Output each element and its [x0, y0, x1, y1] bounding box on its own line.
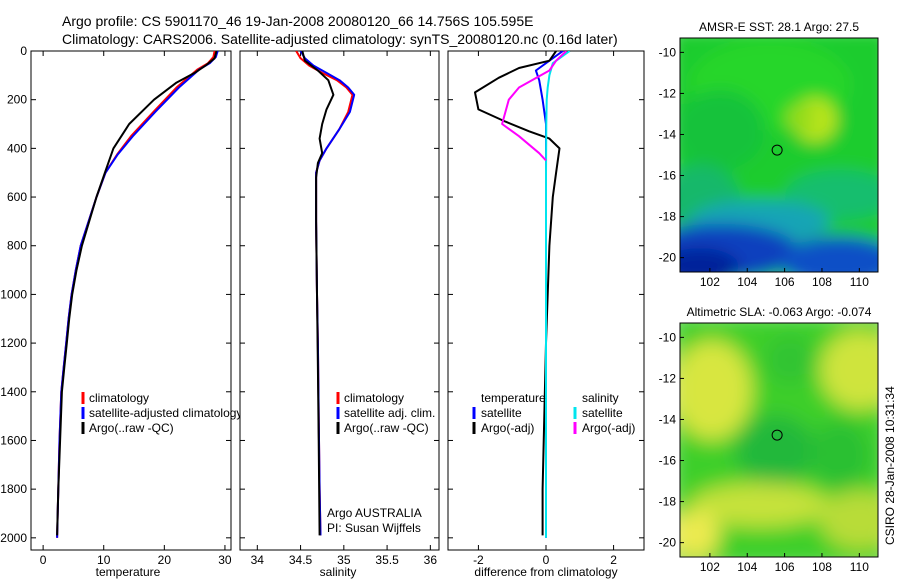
x-tick-label: 2 [610, 553, 617, 567]
salinity-annotation-line1: Argo AUSTRALIA [327, 506, 422, 520]
difference-panel: -2 0 2 difference from climatology tempera… [447, 50, 645, 579]
map-y-tick-label: -14 [659, 127, 677, 141]
x-tick-label: 30 [218, 553, 232, 567]
salinity-ticks: 34 34.5 35 35.5 36 [240, 50, 439, 567]
sst-map-title: AMSR-E SST: 28.1 Argo: 27.5 [699, 20, 859, 34]
y-tick-label: 800 [7, 239, 27, 253]
difference-lines [474, 51, 571, 538]
map-x-tick-label: 110 [850, 275, 869, 289]
sst-map-marker [771, 144, 783, 156]
map-y-tick-label: -20 [659, 251, 677, 265]
figure-title-line2: Climatology: CARS2006. Satellite-adjuste… [62, 31, 618, 47]
x-tick-label: 0 [543, 553, 550, 567]
x-tick-label: 20 [158, 553, 172, 567]
map-y-tick-label: -12 [659, 86, 677, 100]
sla-map-title: Altimetric SLA: -0.063 Argo: -0.074 [687, 305, 872, 319]
temperature-ticks: 0 10 20 30 0 200 400 600 800 1000 1200 1400 1600 1800… [0, 44, 232, 567]
map-x-tick-label: 102 [700, 560, 720, 574]
y-tick-label: 200 [7, 93, 27, 107]
x-tick-label: 36 [424, 553, 438, 567]
legend-label-satellite: satellite adj. clim. [344, 406, 435, 420]
profile-location-marker [771, 144, 783, 156]
map-y-tick-label: -12 [659, 371, 677, 385]
sla-map-panel: Altimetric SLA: -0.063 Argo: -0.074 102 1… [659, 305, 879, 574]
map-x-tick-label: 102 [700, 275, 720, 289]
temperature-xlabel: temperature [96, 565, 161, 579]
x-tick-label: 34 [251, 553, 265, 567]
legend-label-sal-satellite: satellite [582, 406, 623, 420]
map-y-tick-label: -10 [659, 45, 677, 59]
y-tick-label: 2000 [0, 531, 27, 545]
salinity-axes-frame [239, 50, 440, 551]
y-tick-label: 400 [7, 141, 27, 155]
sla-map-frame [679, 322, 879, 558]
map-x-tick-label: 110 [850, 560, 869, 574]
profile-location-marker [771, 429, 783, 441]
map-x-tick-label: 108 [812, 275, 832, 289]
salinity-annotation-line2: PI: Susan Wijffels [327, 521, 421, 535]
map-y-tick-label: -18 [659, 210, 677, 224]
side-label: CSIRO 28-Jan-2008 10:31:34 [883, 386, 897, 545]
legend-label-satellite: satellite-adjusted climatology [89, 406, 242, 420]
map-y-tick-label: -16 [659, 454, 677, 468]
salinity-xlabel: salinity [320, 565, 357, 579]
x-tick-label: 0 [40, 553, 47, 567]
sla-map-marker [771, 429, 783, 441]
y-tick-label: 1800 [0, 482, 27, 496]
x-tick-label: 34.5 [289, 553, 313, 567]
x-tick-label: -2 [473, 553, 484, 567]
y-tick-label: 1200 [0, 336, 27, 350]
y-tick-label: 1000 [0, 287, 27, 301]
y-tick-label: 1600 [0, 433, 27, 447]
y-tick-label: 1400 [0, 385, 27, 399]
map-x-tick-label: 104 [737, 560, 757, 574]
map-y-tick-label: -18 [659, 495, 677, 509]
salinity-lines [295, 51, 356, 536]
sst-map-field [680, 38, 878, 272]
figure-title-line1: Argo profile: CS 5901170_46 19-Jan-2008 … [62, 13, 533, 29]
sst-map-frame [679, 37, 879, 273]
difference-ticks: -2 0 2 [448, 50, 644, 567]
map-x-tick-label: 106 [775, 275, 795, 289]
temperature-panel: 0 10 20 30 0 200 400 600 800 1000 1200 1400 1600 1800… [0, 44, 242, 579]
sst-map-ticks: 102 104 106 108 110 -10 -12 -14 -16 -18 -20 [659, 45, 870, 289]
legend-label-climatology: climatology [344, 391, 404, 405]
sst-map-panel: AMSR-E SST: 28.1 Argo: 27.5 102 104 106 108… [659, 20, 879, 289]
map-y-tick-label: -14 [659, 412, 677, 426]
map-y-tick-label: -10 [659, 330, 677, 344]
salinity-panel: 34 34.5 35 35.5 36 salinity climatology sate… [239, 50, 440, 579]
x-tick-label: 35.5 [375, 553, 399, 567]
map-x-tick-label: 104 [737, 275, 757, 289]
difference-legend: temperature salinity satellite Argo(-adj… [472, 391, 635, 435]
legend-label-temp-argo: Argo(-adj) [481, 421, 534, 435]
legend-label-temp-satellite: satellite [481, 406, 522, 420]
temperature-axes-frame [30, 50, 232, 551]
series-argo-raw-qc [301, 51, 335, 536]
y-tick-label: 600 [7, 190, 27, 204]
legend-label-climatology: climatology [89, 391, 149, 405]
map-x-tick-label: 108 [812, 560, 832, 574]
series-salinity-argo-adj [501, 51, 567, 162]
x-tick-label: 10 [97, 553, 111, 567]
map-y-tick-label: -16 [659, 169, 677, 183]
y-tick-label: 0 [20, 44, 27, 58]
series-argo-raw-qc [56, 51, 218, 536]
legend-label-argo: Argo(..raw -QC) [89, 421, 174, 435]
difference-xlabel: difference from climatology [474, 565, 617, 579]
legend-label-argo: Argo(..raw -QC) [344, 421, 429, 435]
sla-map-field [680, 323, 878, 557]
legend-header-salinity: salinity [582, 391, 619, 405]
salinity-legend: climatology satellite adj. clim. Argo(..… [336, 391, 435, 435]
map-x-tick-label: 106 [775, 560, 795, 574]
sla-map-ticks: 102 104 106 108 110 -10 -12 -14 -16 -18 -20 [659, 330, 870, 574]
temperature-lines [56, 51, 219, 538]
temperature-legend: climatology satellite-adjusted climatolo… [81, 391, 242, 435]
x-tick-label: 35 [337, 553, 351, 567]
legend-label-sal-argo: Argo(-adj) [582, 421, 635, 435]
legend-header-temperature: temperature [481, 391, 546, 405]
map-y-tick-label: -20 [659, 536, 677, 550]
